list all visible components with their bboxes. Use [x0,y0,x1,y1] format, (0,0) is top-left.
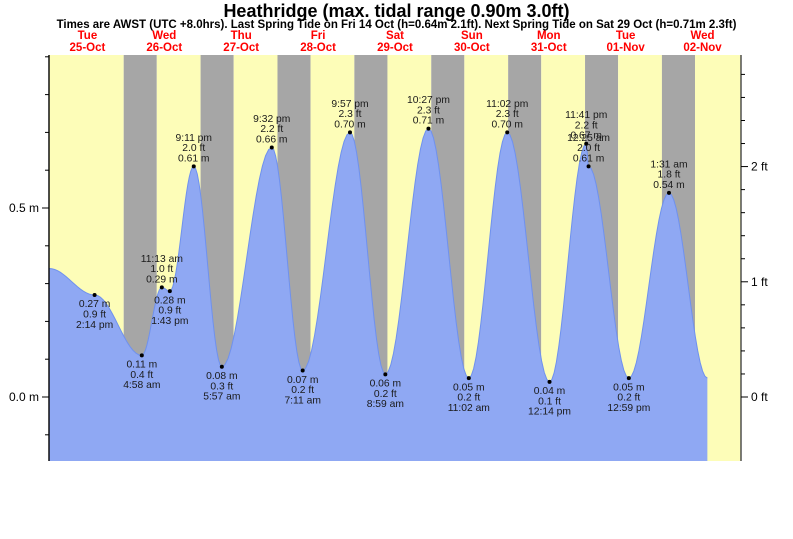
svg-text:0.61 m: 0.61 m [573,153,604,164]
svg-text:0.29 m: 0.29 m [146,274,177,285]
svg-text:0.0 m: 0.0 m [9,390,39,404]
svg-text:5:57 am: 5:57 am [203,392,240,403]
svg-text:2 ft: 2 ft [751,160,768,174]
svg-text:0.5 m: 0.5 m [9,201,39,215]
svg-text:0.70 m: 0.70 m [491,119,522,130]
svg-text:0.66 m: 0.66 m [256,135,287,146]
svg-text:0.54 m: 0.54 m [653,180,684,191]
svg-text:0.71 m: 0.71 m [413,116,444,127]
svg-text:2:14 pm: 2:14 pm [76,320,113,331]
svg-text:0.70 m: 0.70 m [334,119,365,130]
svg-text:0.61 m: 0.61 m [178,153,209,164]
svg-text:1:43 pm: 1:43 pm [151,316,188,327]
svg-text:12:59 pm: 12:59 pm [607,403,650,414]
svg-text:0 ft: 0 ft [751,390,768,404]
svg-text:12:14 pm: 12:14 pm [528,407,571,418]
svg-text:11:02 am: 11:02 am [448,403,490,414]
svg-text:4:58 am: 4:58 am [123,380,160,391]
svg-text:8:59 am: 8:59 am [367,399,404,410]
svg-text:7:11 am: 7:11 am [284,395,320,406]
svg-text:1 ft: 1 ft [751,275,768,289]
